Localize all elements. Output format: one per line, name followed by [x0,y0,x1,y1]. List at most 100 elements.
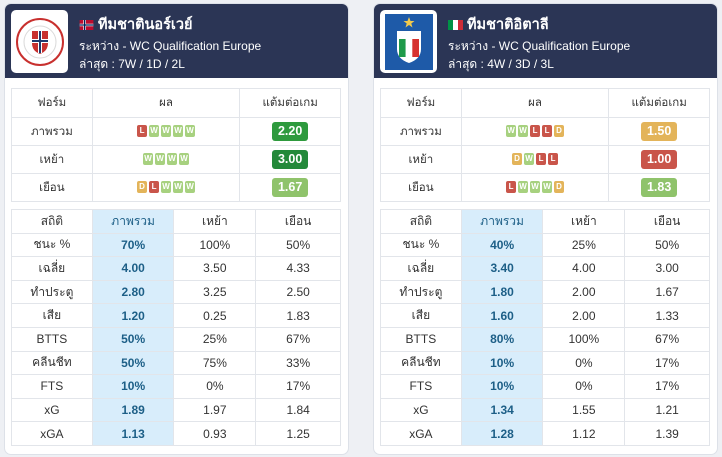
stat-home-value: 1.55 [542,397,626,423]
stats-row: ทำประตู 1.80 2.00 1.67 [380,279,710,305]
stat-label: FTS [380,374,462,399]
result-pill[interactable]: W [179,153,190,166]
stat-home-value: 0.25 [173,303,257,328]
team-header: ทีมชาติอิตาลี ระหว่าง - WC Qualification… [374,4,717,78]
stat-home-value: 25% [173,326,257,352]
stat-overall-value: 70% [91,232,175,258]
result-pill[interactable]: D [554,125,565,138]
stat-home-value: 0% [173,374,257,399]
competition-label: ระหว่าง - WC Qualification Europe [448,39,631,53]
result-pill[interactable]: D [512,153,523,166]
stat-overall-value: 3.40 [460,256,544,281]
stats-table: สถิติ ภาพรวม เหย้า เยือน ชนะ % 70% 100% 50%… [11,209,341,446]
result-pill[interactable]: L [506,181,517,194]
team-name[interactable]: ทีมชาตินอร์เวย์ [98,17,193,33]
result-pill[interactable]: W [173,181,184,194]
stats-header-overall[interactable]: ภาพรวม [91,209,175,234]
stat-away-value: 33% [255,350,341,376]
stat-away-value: 2.50 [255,279,341,305]
stat-home-value: 2.00 [542,303,626,328]
stat-overall-value: 50% [91,350,175,376]
result-pill[interactable]: W [161,125,172,138]
team-logo[interactable] [11,10,68,73]
stat-label: เฉลี่ย [380,256,462,281]
stat-away-value: 50% [255,232,341,258]
stats-header-home[interactable]: เหย้า [173,209,257,234]
stats-row: xGA 1.13 0.93 1.25 [11,421,341,446]
result-pill[interactable]: D [137,181,148,194]
stat-overall-value: 50% [91,326,175,352]
result-pill[interactable]: L [149,181,160,194]
team-title: ทีมชาตินอร์เวย์ [79,13,193,36]
stat-label: xG [380,397,462,423]
stat-label: เสีย [380,303,462,328]
ppg-badge: 2.20 [272,122,309,141]
stat-away-value: 4.33 [255,256,341,281]
result-pill[interactable]: W [185,125,196,138]
form-row-label: เหย้า [380,145,462,174]
norway-federation-crest-icon [15,17,64,66]
stat-overall-value: 80% [460,326,544,352]
stats-header-away[interactable]: เยือน [255,209,341,234]
last-results-summary: ล่าสุด : 7W / 1D / 2L [79,57,185,71]
stats-row: เฉลี่ย 4.00 3.50 4.33 [11,256,341,281]
result-pill[interactable]: L [542,125,553,138]
stats-row: FTS 10% 0% 17% [380,374,710,399]
stat-away-value: 1.83 [255,303,341,328]
team-logo[interactable] [380,10,437,73]
team-card-norway: ทีมชาตินอร์เวย์ ระหว่าง - WC Qualificati… [5,4,348,454]
stat-home-value: 25% [542,232,626,258]
stat-away-value: 1.67 [624,279,710,305]
result-pill[interactable]: D [554,181,565,194]
stat-away-value: 1.84 [255,397,341,423]
stat-home-value: 0.93 [173,421,257,446]
result-pill[interactable]: W [155,153,166,166]
result-pill[interactable]: L [536,153,547,166]
stat-label: คลีนชีท [380,350,462,376]
result-pill[interactable]: W [143,153,154,166]
result-pill[interactable]: W [518,125,529,138]
result-pill[interactable]: W [542,181,553,194]
result-pill[interactable]: L [548,153,559,166]
result-pill[interactable]: W [149,125,160,138]
stats-row: คลีนชีท 50% 75% 33% [11,350,341,376]
stat-home-value: 3.25 [173,279,257,305]
result-pill[interactable]: L [137,125,148,138]
team-card-italy: ทีมชาติอิตาลี ระหว่าง - WC Qualification… [374,4,717,454]
stat-label: ทำประตู [11,279,93,305]
result-pill[interactable]: W [185,181,196,194]
result-pill[interactable]: W [524,153,535,166]
result-pill[interactable]: W [173,125,184,138]
stats-header-home[interactable]: เหย้า [542,209,626,234]
result-pill[interactable]: W [518,181,529,194]
stat-overall-value: 1.60 [460,303,544,328]
result-pill[interactable]: W [506,125,517,138]
team-name[interactable]: ทีมชาติอิตาลี [467,17,549,33]
stats-row: ทำประตู 2.80 3.25 2.50 [11,279,341,305]
stat-home-value: 0% [542,374,626,399]
stat-label: เฉลี่ย [11,256,93,281]
stat-home-value: 4.00 [542,256,626,281]
stats-table: สถิติ ภาพรวม เหย้า เยือน ชนะ % 40% 25% 50% เ… [380,209,710,446]
result-pill[interactable]: L [530,125,541,138]
stats-header-overall[interactable]: ภาพรวม [460,209,544,234]
result-pill[interactable]: W [161,181,172,194]
stats-header-away[interactable]: เยือน [624,209,710,234]
result-pill[interactable]: W [530,181,541,194]
form-header-results: ผล [91,88,241,118]
stat-label: คลีนชีท [11,350,93,376]
result-pill[interactable]: W [167,153,178,166]
stat-away-value: 67% [255,326,341,352]
stat-home-value: 3.50 [173,256,257,281]
